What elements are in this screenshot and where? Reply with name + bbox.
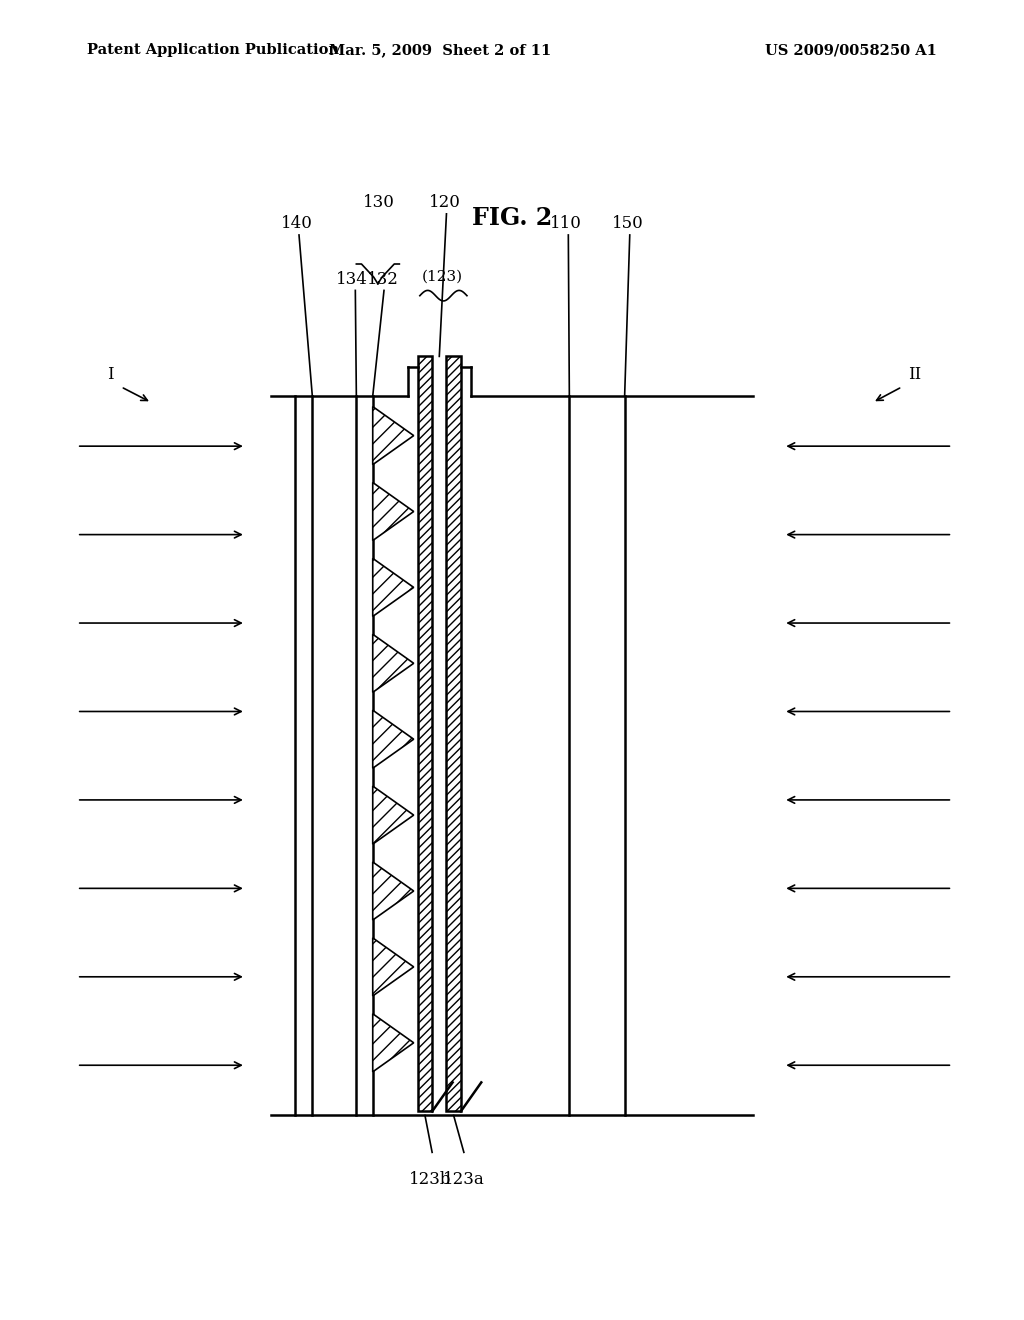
Text: 123a: 123a [443, 1171, 484, 1188]
Text: (123): (123) [422, 269, 463, 284]
Text: US 2009/0058250 A1: US 2009/0058250 A1 [765, 44, 937, 57]
Text: 140: 140 [281, 215, 313, 232]
Polygon shape [373, 1014, 414, 1072]
Text: 132: 132 [367, 271, 399, 288]
Polygon shape [373, 787, 414, 845]
Polygon shape [373, 710, 414, 768]
Bar [446, 356, 461, 1111]
Text: II: II [908, 366, 921, 383]
Polygon shape [373, 407, 414, 465]
Text: 134: 134 [336, 271, 369, 288]
Text: Patent Application Publication: Patent Application Publication [87, 44, 339, 57]
Polygon shape [373, 862, 414, 920]
Text: I: I [108, 366, 114, 383]
Text: 120: 120 [428, 194, 461, 211]
Polygon shape [373, 937, 414, 997]
Text: Mar. 5, 2009  Sheet 2 of 11: Mar. 5, 2009 Sheet 2 of 11 [329, 44, 552, 57]
Text: 123b: 123b [409, 1171, 452, 1188]
Polygon shape [373, 558, 414, 616]
Text: 150: 150 [611, 215, 644, 232]
Text: 130: 130 [362, 194, 395, 211]
Polygon shape [373, 483, 414, 541]
Bar [418, 356, 432, 1111]
Polygon shape [373, 635, 414, 693]
Text: FIG. 2: FIG. 2 [472, 206, 552, 230]
Text: 110: 110 [550, 215, 583, 232]
